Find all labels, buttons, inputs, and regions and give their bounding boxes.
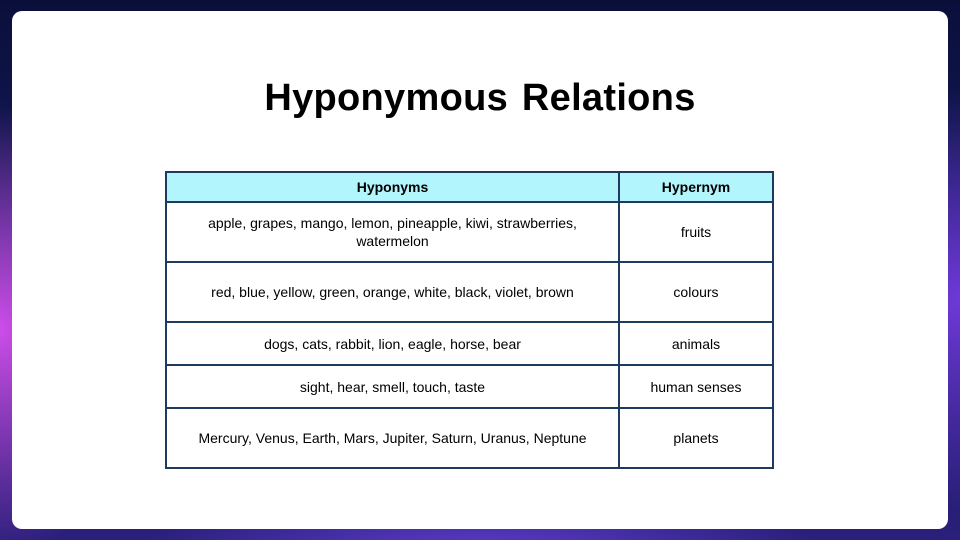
table-header-row: Hyponyms Hypernym — [165, 171, 774, 203]
table-row: red, blue, yellow, green, orange, white,… — [165, 261, 774, 323]
hypernym-cell: animals — [618, 321, 774, 366]
header-hypernym: Hypernym — [618, 171, 774, 203]
hypernym-cell: human senses — [618, 364, 774, 409]
hyponyms-cell: dogs, cats, rabbit, lion, eagle, horse, … — [165, 321, 620, 366]
hyponyms-cell: Mercury, Venus, Earth, Mars, Jupiter, Sa… — [165, 407, 620, 469]
slide-title: Hyponymous Relations — [264, 77, 696, 119]
header-hyponyms: Hyponyms — [165, 171, 620, 203]
table-row: Mercury, Venus, Earth, Mars, Jupiter, Sa… — [165, 407, 774, 469]
hypernym-cell: planets — [618, 407, 774, 469]
hypernym-cell: fruits — [618, 201, 774, 263]
hyponym-table: Hyponyms Hypernym apple, grapes, mango, … — [165, 171, 774, 469]
table-row: apple, grapes, mango, lemon, pineapple, … — [165, 201, 774, 263]
table-row: sight, hear, smell, touch, taste human s… — [165, 364, 774, 409]
hyponyms-cell: apple, grapes, mango, lemon, pineapple, … — [165, 201, 620, 263]
hyponyms-cell: sight, hear, smell, touch, taste — [165, 364, 620, 409]
hypernym-cell: colours — [618, 261, 774, 323]
hyponyms-cell: red, blue, yellow, green, orange, white,… — [165, 261, 620, 323]
table-row: dogs, cats, rabbit, lion, eagle, horse, … — [165, 321, 774, 366]
